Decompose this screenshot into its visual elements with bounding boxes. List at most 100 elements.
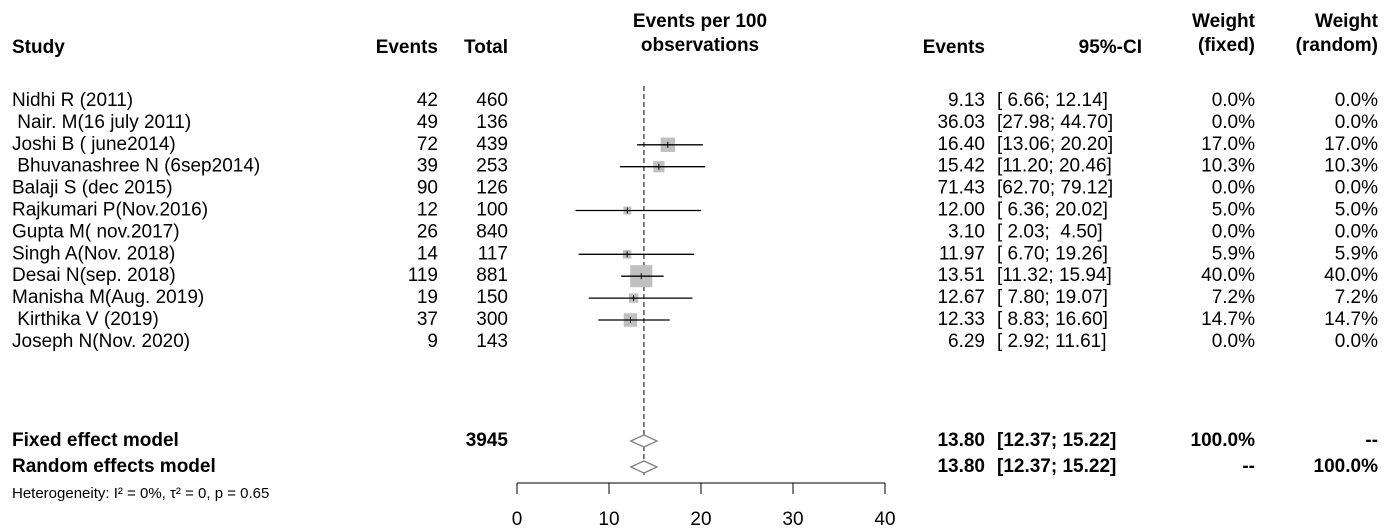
summary-weight-random: 100.0%	[1314, 456, 1379, 477]
estimate: 15.42	[937, 156, 985, 177]
estimate: 71.43	[937, 178, 985, 199]
study-name: Joseph N(Nov. 2020)	[12, 331, 190, 352]
weight-fixed: 5.0%	[1212, 200, 1255, 221]
study-name: Singh A(Nov. 2018)	[12, 243, 175, 264]
study-name: Nidhi R (2011)	[12, 90, 133, 111]
summary-name: Fixed effect model	[12, 430, 179, 451]
total: 126	[476, 178, 508, 199]
total: 300	[476, 309, 508, 330]
summary-diamond	[629, 460, 659, 474]
estimate: 13.51	[937, 265, 985, 286]
estimate: 9.13	[948, 90, 985, 111]
weight-fixed: 0.0%	[1212, 331, 1255, 352]
study-name: Bhuvanashree N (6sep2014)	[12, 156, 260, 177]
summary-weight-fixed: 100.0%	[1191, 430, 1256, 451]
weight-random: 5.9%	[1335, 243, 1378, 264]
header: Weight	[1192, 11, 1256, 32]
header: Total	[464, 37, 508, 58]
estimate: 3.10	[948, 221, 985, 242]
total: 840	[476, 221, 508, 242]
summary-total: 3945	[466, 430, 509, 451]
x-tick-label: 40	[874, 509, 895, 529]
events: 72	[417, 134, 438, 155]
events: 39	[417, 156, 438, 177]
study-name: Gupta M( nov.2017)	[12, 221, 180, 242]
x-tick-label: 30	[782, 509, 803, 529]
ci: [13.06; 20.20]	[997, 134, 1113, 155]
events: 12	[417, 200, 438, 221]
ci: [27.98; 44.70]	[997, 112, 1113, 133]
header: (fixed)	[1198, 35, 1255, 56]
weight-fixed: 17.0%	[1201, 134, 1255, 155]
total: 460	[476, 90, 508, 111]
events: 14	[417, 243, 439, 264]
study-name: Rajkumari P(Nov.2016)	[12, 200, 208, 221]
estimate: 36.03	[937, 112, 985, 133]
x-tick-label: 20	[690, 509, 711, 529]
header: 95%-CI	[1079, 37, 1142, 58]
events: 42	[417, 90, 438, 111]
total: 439	[476, 134, 508, 155]
weight-random: 0.0%	[1335, 178, 1378, 199]
header: Events	[923, 37, 985, 58]
weight-random: 0.0%	[1335, 112, 1378, 133]
ci: [ 6.70; 19.26]	[997, 243, 1108, 264]
weight-fixed: 5.9%	[1212, 243, 1255, 264]
ci: [ 8.83; 16.60]	[997, 309, 1108, 330]
summary-name: Random effects model	[12, 456, 216, 477]
events: 37	[417, 309, 438, 330]
study-name: Balaji S (dec 2015)	[12, 178, 173, 199]
weight-random: 5.0%	[1335, 200, 1378, 221]
estimate: 12.67	[937, 287, 985, 308]
weight-random: 0.0%	[1335, 221, 1378, 242]
ci: [ 6.36; 20.02]	[997, 200, 1108, 221]
weight-fixed: 0.0%	[1212, 178, 1255, 199]
events: 26	[417, 221, 438, 242]
weight-random: 0.0%	[1335, 90, 1378, 111]
weight-fixed: 0.0%	[1212, 221, 1255, 242]
weight-fixed: 7.2%	[1212, 287, 1255, 308]
events: 9	[427, 331, 438, 352]
summary-ci: [12.37; 15.22]	[997, 430, 1116, 451]
header: (random)	[1296, 35, 1378, 56]
header: Weight	[1315, 11, 1379, 32]
x-tick-label: 10	[598, 509, 619, 529]
summary-weight-fixed: --	[1242, 456, 1255, 477]
events: 119	[408, 265, 438, 286]
weight-fixed: 10.3%	[1201, 156, 1255, 177]
total: 881	[476, 265, 508, 286]
header: Events per 100	[633, 11, 767, 32]
x-tick-label: 0	[512, 509, 523, 529]
weight-random: 0.0%	[1335, 331, 1378, 352]
estimate: 12.00	[937, 200, 985, 221]
events: 19	[417, 287, 438, 308]
weight-fixed: 0.0%	[1212, 90, 1255, 111]
study-name: Manisha M(Aug. 2019)	[12, 287, 204, 308]
header: Events	[376, 37, 438, 58]
total: 117	[478, 243, 508, 264]
weight-random: 10.3%	[1324, 156, 1378, 177]
total: 136	[476, 112, 508, 133]
estimate: 6.29	[948, 331, 985, 352]
header: Study	[12, 37, 65, 58]
study-name: Nair. M(16 july 2011)	[12, 112, 191, 133]
header: observations	[641, 35, 759, 56]
summary-estimate: 13.80	[937, 430, 985, 451]
summary-diamond	[629, 434, 659, 448]
summary-ci: [12.37; 15.22]	[997, 456, 1116, 477]
ci: [62.70; 79.12]	[997, 178, 1113, 199]
ci: [11.20; 20.46]	[997, 156, 1112, 177]
study-name: Desai N(sep. 2018)	[12, 265, 176, 286]
weight-fixed: 14.7%	[1201, 309, 1255, 330]
weight-fixed: 40.0%	[1201, 265, 1255, 286]
ci: [ 7.80; 19.07]	[997, 287, 1108, 308]
study-name: Kirthika V (2019)	[12, 309, 159, 330]
total: 253	[476, 156, 508, 177]
estimate: 11.97	[939, 243, 985, 264]
weight-random: 40.0%	[1324, 265, 1378, 286]
total: 143	[476, 331, 508, 352]
total: 150	[476, 287, 508, 308]
ci: [11.32; 15.94]	[997, 265, 1112, 286]
heterogeneity: Heterogeneity: I² = 0%, τ² = 0, p = 0.65	[12, 485, 269, 502]
total: 100	[476, 200, 508, 221]
